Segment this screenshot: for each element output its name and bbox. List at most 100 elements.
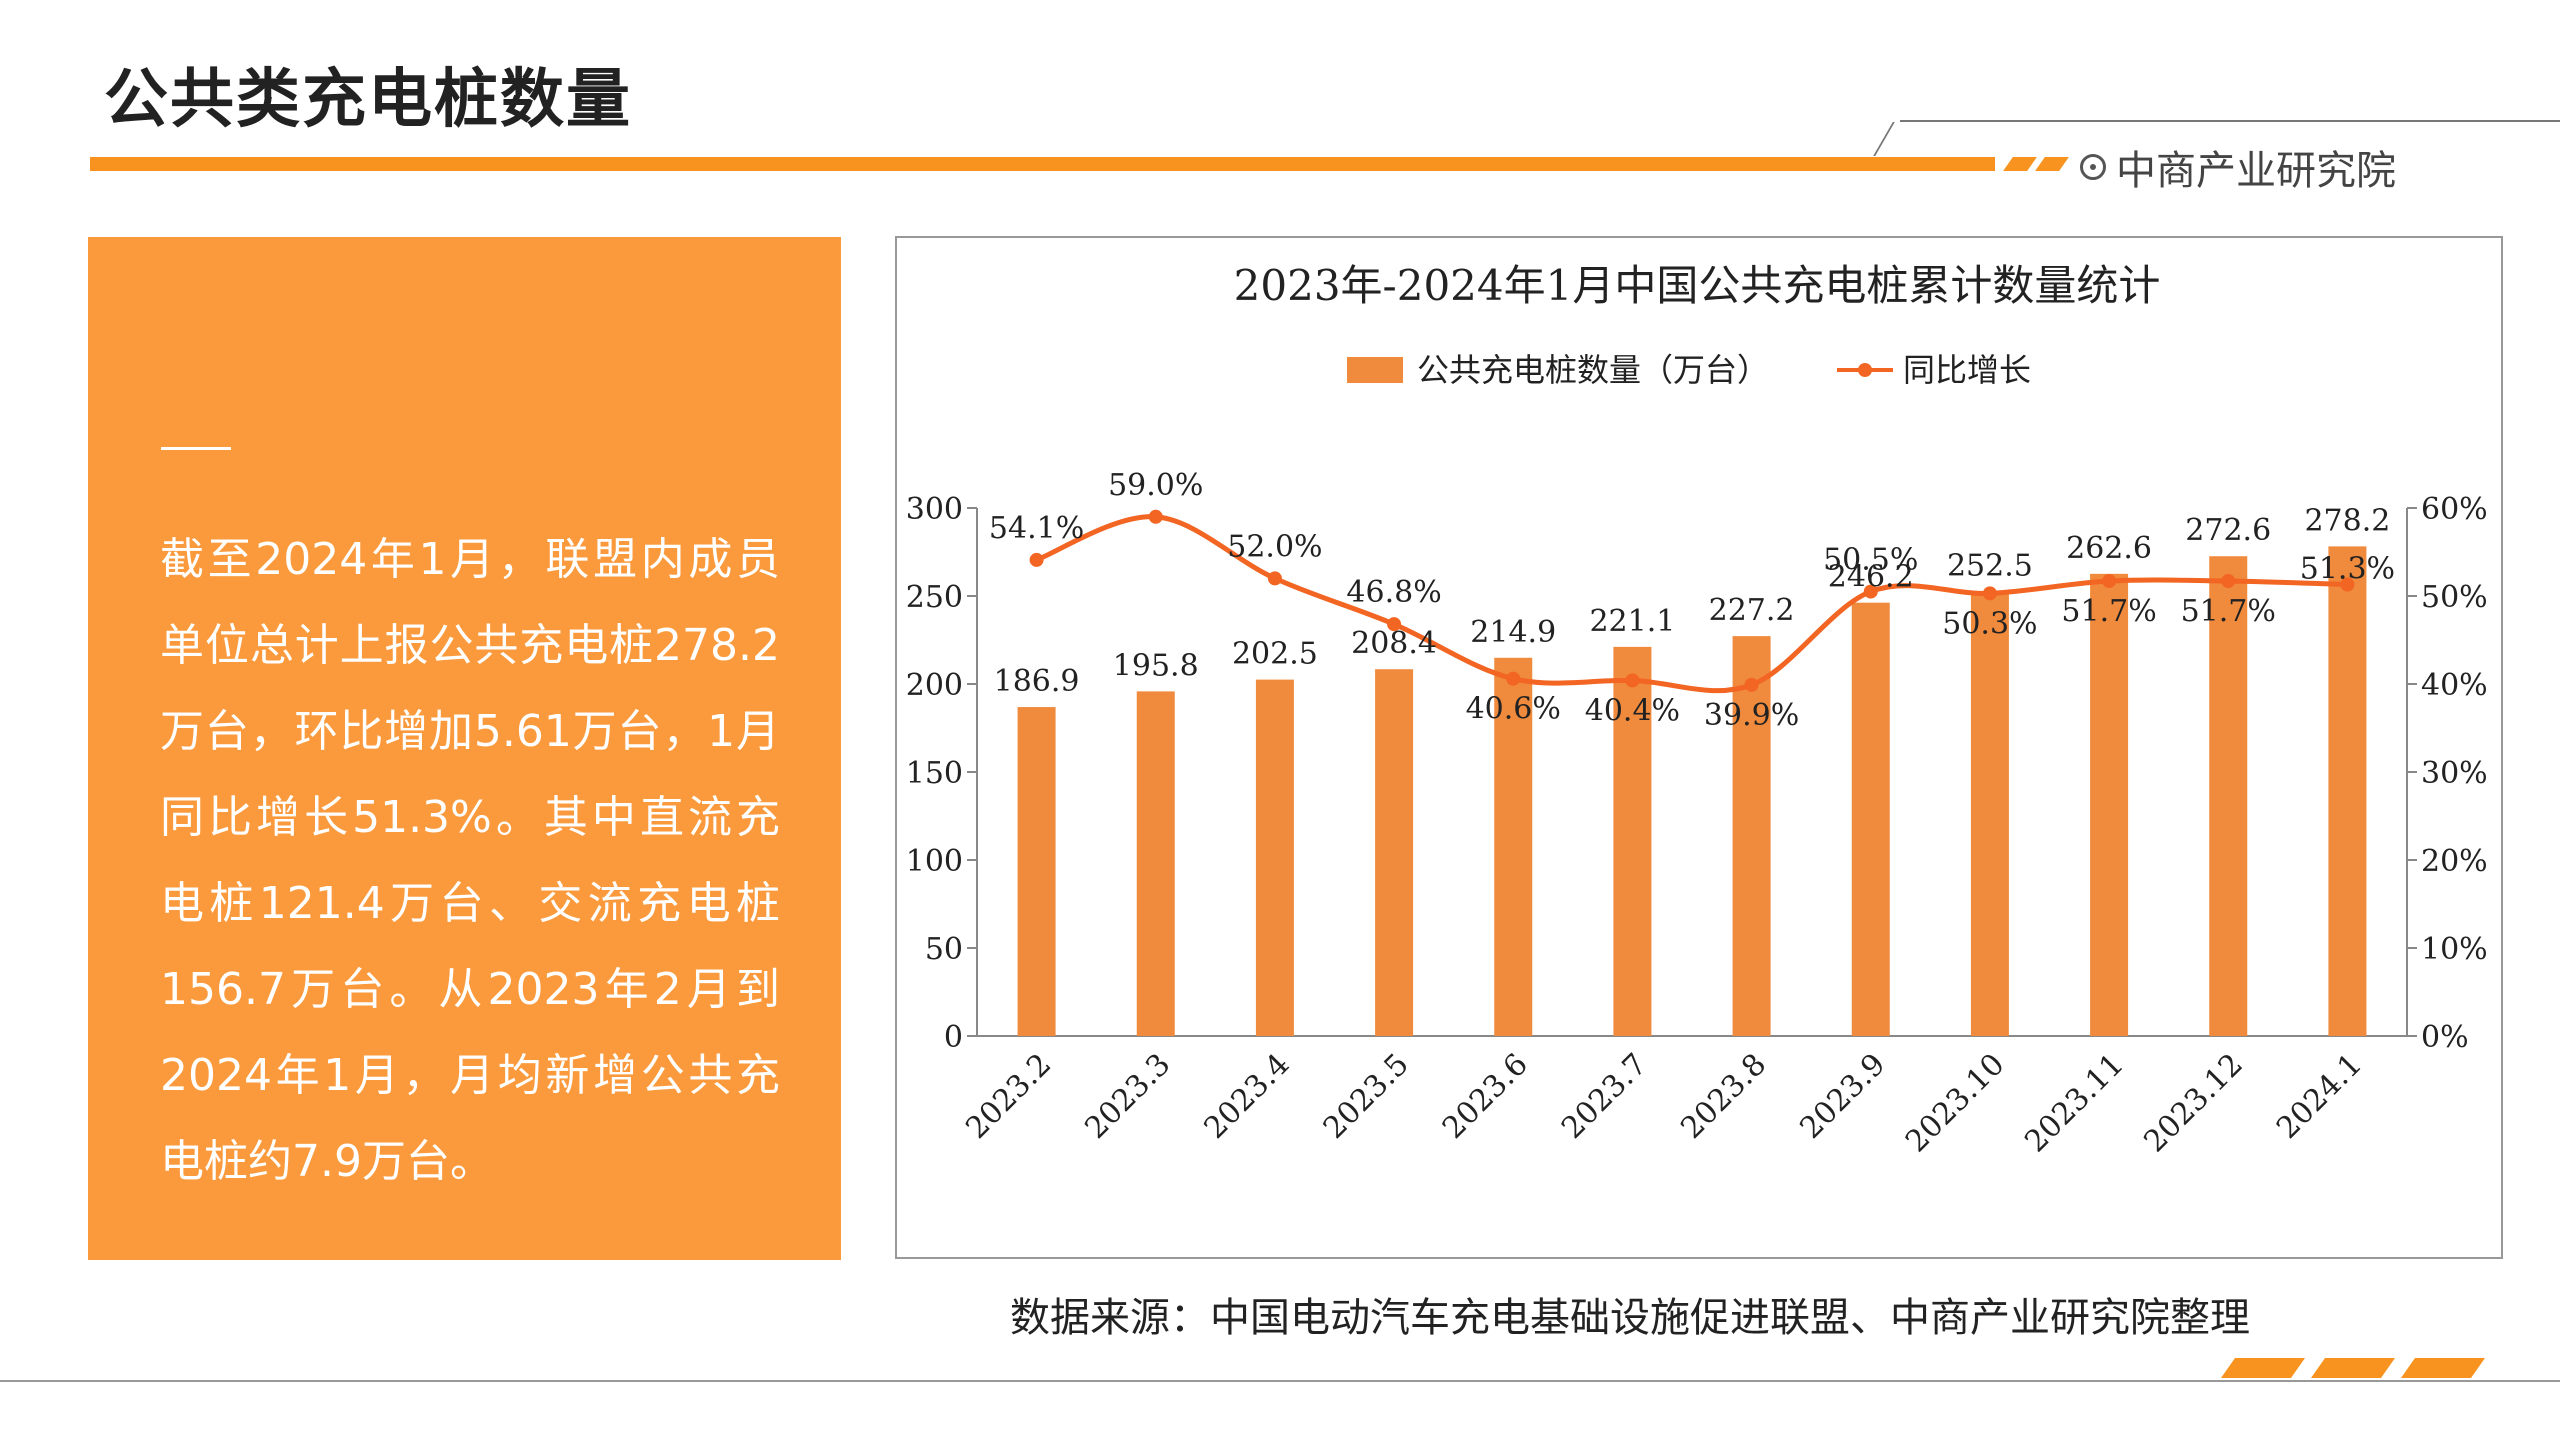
right-axis-tick-label: 0% bbox=[2421, 1020, 2469, 1055]
x-axis-tick-label: 2024.1 bbox=[2270, 1047, 2369, 1146]
bar bbox=[2209, 556, 2248, 1036]
left-axis-tick-label: 200 bbox=[906, 668, 963, 703]
bar bbox=[1375, 669, 1414, 1036]
chart-frame: 2023年-2024年1月中国公共充电桩累计数量统计 公共充电桩数量（万台） 同… bbox=[895, 236, 2503, 1259]
target-logo-icon bbox=[2080, 154, 2106, 180]
bar bbox=[1851, 602, 1890, 1036]
right-axis-tick-label: 60% bbox=[2421, 492, 2488, 527]
growth-value-label: 54.1% bbox=[989, 511, 1084, 546]
legend-bar-label: 公共充电桩数量（万台） bbox=[1417, 351, 1769, 389]
bar bbox=[1136, 691, 1175, 1036]
growth-point bbox=[1625, 673, 1640, 688]
growth-value-label: 59.0% bbox=[1108, 468, 1203, 503]
growth-point bbox=[1267, 571, 1282, 586]
growth-point bbox=[1744, 677, 1759, 692]
growth-value-label: 51.3% bbox=[2300, 552, 2395, 587]
data-source: 数据来源：中国电动汽车充电基础设施促进联盟、中商产业研究院整理 bbox=[1010, 1295, 2250, 1341]
left-axis-tick-label: 100 bbox=[906, 844, 963, 879]
panel-dash-decoration bbox=[161, 447, 231, 450]
bar-value-label: 195.8 bbox=[1113, 648, 1199, 683]
bar-value-label: 214.9 bbox=[1470, 615, 1556, 650]
summary-text: 截至2024年1月，联盟内成员单位总计上报公共充电桩278.2万台，环比增加5.… bbox=[160, 534, 780, 1187]
chart-title: 2023年-2024年1月中国公共充电桩累计数量统计 bbox=[1234, 261, 2161, 310]
growth-value-label: 40.6% bbox=[1466, 692, 1561, 727]
bar-line-chart: 2023年-2024年1月中国公共充电桩累计数量统计 公共充电桩数量（万台） 同… bbox=[906, 261, 2488, 1160]
header-slash-decoration bbox=[2003, 157, 2037, 171]
bar bbox=[1613, 646, 1652, 1036]
bar bbox=[2328, 546, 2367, 1036]
left-axis-tick-label: 50 bbox=[925, 932, 963, 967]
bar-value-label: 202.5 bbox=[1232, 637, 1318, 672]
growth-point bbox=[1148, 509, 1163, 524]
growth-point bbox=[1029, 552, 1044, 567]
footer-slash-decoration bbox=[2400, 1358, 2486, 1378]
bar bbox=[2090, 573, 2129, 1036]
bar-value-label: 208.4 bbox=[1351, 626, 1437, 661]
growth-point bbox=[1982, 586, 1997, 601]
growth-point bbox=[1506, 671, 1521, 686]
growth-value-label: 51.7% bbox=[2181, 594, 2276, 629]
growth-point bbox=[2340, 577, 2355, 592]
plot-area: 0 50 100 150 200 250 300 0% 10% 20% 30% 40% 50% 60% 18… bbox=[906, 468, 2488, 1160]
growth-value-label: 46.8% bbox=[1346, 575, 1441, 610]
growth-value-label: 50.3% bbox=[1942, 606, 2037, 641]
bar-value-label: 186.9 bbox=[994, 664, 1080, 699]
x-axis-tick-label: 2023.11 bbox=[2018, 1047, 2130, 1159]
x-axis-tick-label: 2023.10 bbox=[1899, 1047, 2011, 1159]
brand-divider-diagonal bbox=[1873, 122, 1895, 156]
brand-logo: 中商产业研究院 bbox=[2080, 142, 2396, 194]
bar-value-label: 278.2 bbox=[2304, 503, 2390, 538]
summary-panel: 截至2024年1月，联盟内成员单位总计上报公共充电桩278.2万台，环比增加5.… bbox=[88, 237, 841, 1260]
growth-value-label: 50.5% bbox=[1823, 543, 1918, 578]
right-axis-tick-label: 50% bbox=[2421, 580, 2488, 615]
right-axis-tick-label: 10% bbox=[2421, 932, 2488, 967]
header-accent-bar bbox=[90, 157, 1995, 171]
bar bbox=[1494, 657, 1533, 1036]
bar-value-label: 252.5 bbox=[1947, 549, 2033, 584]
chart-legend: 公共充电桩数量（万台） 同比增长 bbox=[1347, 351, 2031, 389]
growth-point bbox=[1863, 584, 1878, 599]
bar-value-label: 221.1 bbox=[1589, 604, 1675, 639]
legend-line-label: 同比增长 bbox=[1903, 351, 2031, 389]
growth-value-label: 52.0% bbox=[1227, 529, 1322, 564]
bar bbox=[1255, 679, 1294, 1036]
bar bbox=[1732, 636, 1771, 1036]
right-axis-tick-label: 40% bbox=[2421, 668, 2488, 703]
bar-value-label: 227.2 bbox=[1709, 593, 1795, 628]
x-axis-tick-label: 2023.5 bbox=[1317, 1047, 1416, 1146]
left-axis-tick-label: 150 bbox=[906, 756, 963, 791]
x-axis-tick-label: 2023.8 bbox=[1674, 1047, 1773, 1146]
brand-name: 中商产业研究院 bbox=[2116, 148, 2396, 194]
x-axis-tick-label: 2023.7 bbox=[1555, 1047, 1654, 1146]
left-axis-tick-label: 250 bbox=[906, 580, 963, 615]
left-axis-tick-label: 300 bbox=[906, 492, 963, 527]
growth-point bbox=[2102, 574, 2117, 589]
footer-slash-decoration bbox=[2310, 1358, 2396, 1378]
page-title: 公共类充电桩数量 bbox=[104, 63, 632, 137]
bar-value-label: 246.2 bbox=[1828, 560, 1914, 595]
x-axis-tick-label: 2023.3 bbox=[1078, 1047, 1177, 1146]
right-axis-tick-label: 30% bbox=[2421, 756, 2488, 791]
x-axis-tick-label: 2023.9 bbox=[1793, 1047, 1892, 1146]
header-slash-decoration bbox=[2035, 157, 2069, 171]
x-axis-tick-label: 2023.2 bbox=[959, 1047, 1058, 1146]
x-axis-tick-label: 2023.6 bbox=[1436, 1047, 1535, 1146]
legend-bar-swatch bbox=[1347, 357, 1403, 383]
x-axis-tick-label: 2023.4 bbox=[1198, 1047, 1297, 1146]
growth-point bbox=[1387, 617, 1402, 632]
footer-divider bbox=[0, 1380, 2560, 1382]
x-axis-tick-label: 2023.12 bbox=[2137, 1047, 2249, 1159]
bar-value-label: 262.6 bbox=[2066, 531, 2152, 566]
growth-value-label: 40.4% bbox=[1585, 693, 1680, 728]
brand-divider bbox=[1900, 120, 2560, 122]
growth-point bbox=[2221, 574, 2236, 589]
left-axis-tick-label: 0 bbox=[944, 1020, 963, 1055]
footer-slash-decoration bbox=[2220, 1358, 2306, 1378]
growth-value-label: 39.9% bbox=[1704, 698, 1799, 733]
legend-line-marker bbox=[1858, 363, 1872, 377]
growth-value-label: 51.7% bbox=[2061, 594, 2156, 629]
bar bbox=[1970, 591, 2009, 1036]
right-axis-tick-label: 20% bbox=[2421, 844, 2488, 879]
bar bbox=[1017, 707, 1056, 1036]
bar-value-label: 272.6 bbox=[2185, 513, 2271, 548]
